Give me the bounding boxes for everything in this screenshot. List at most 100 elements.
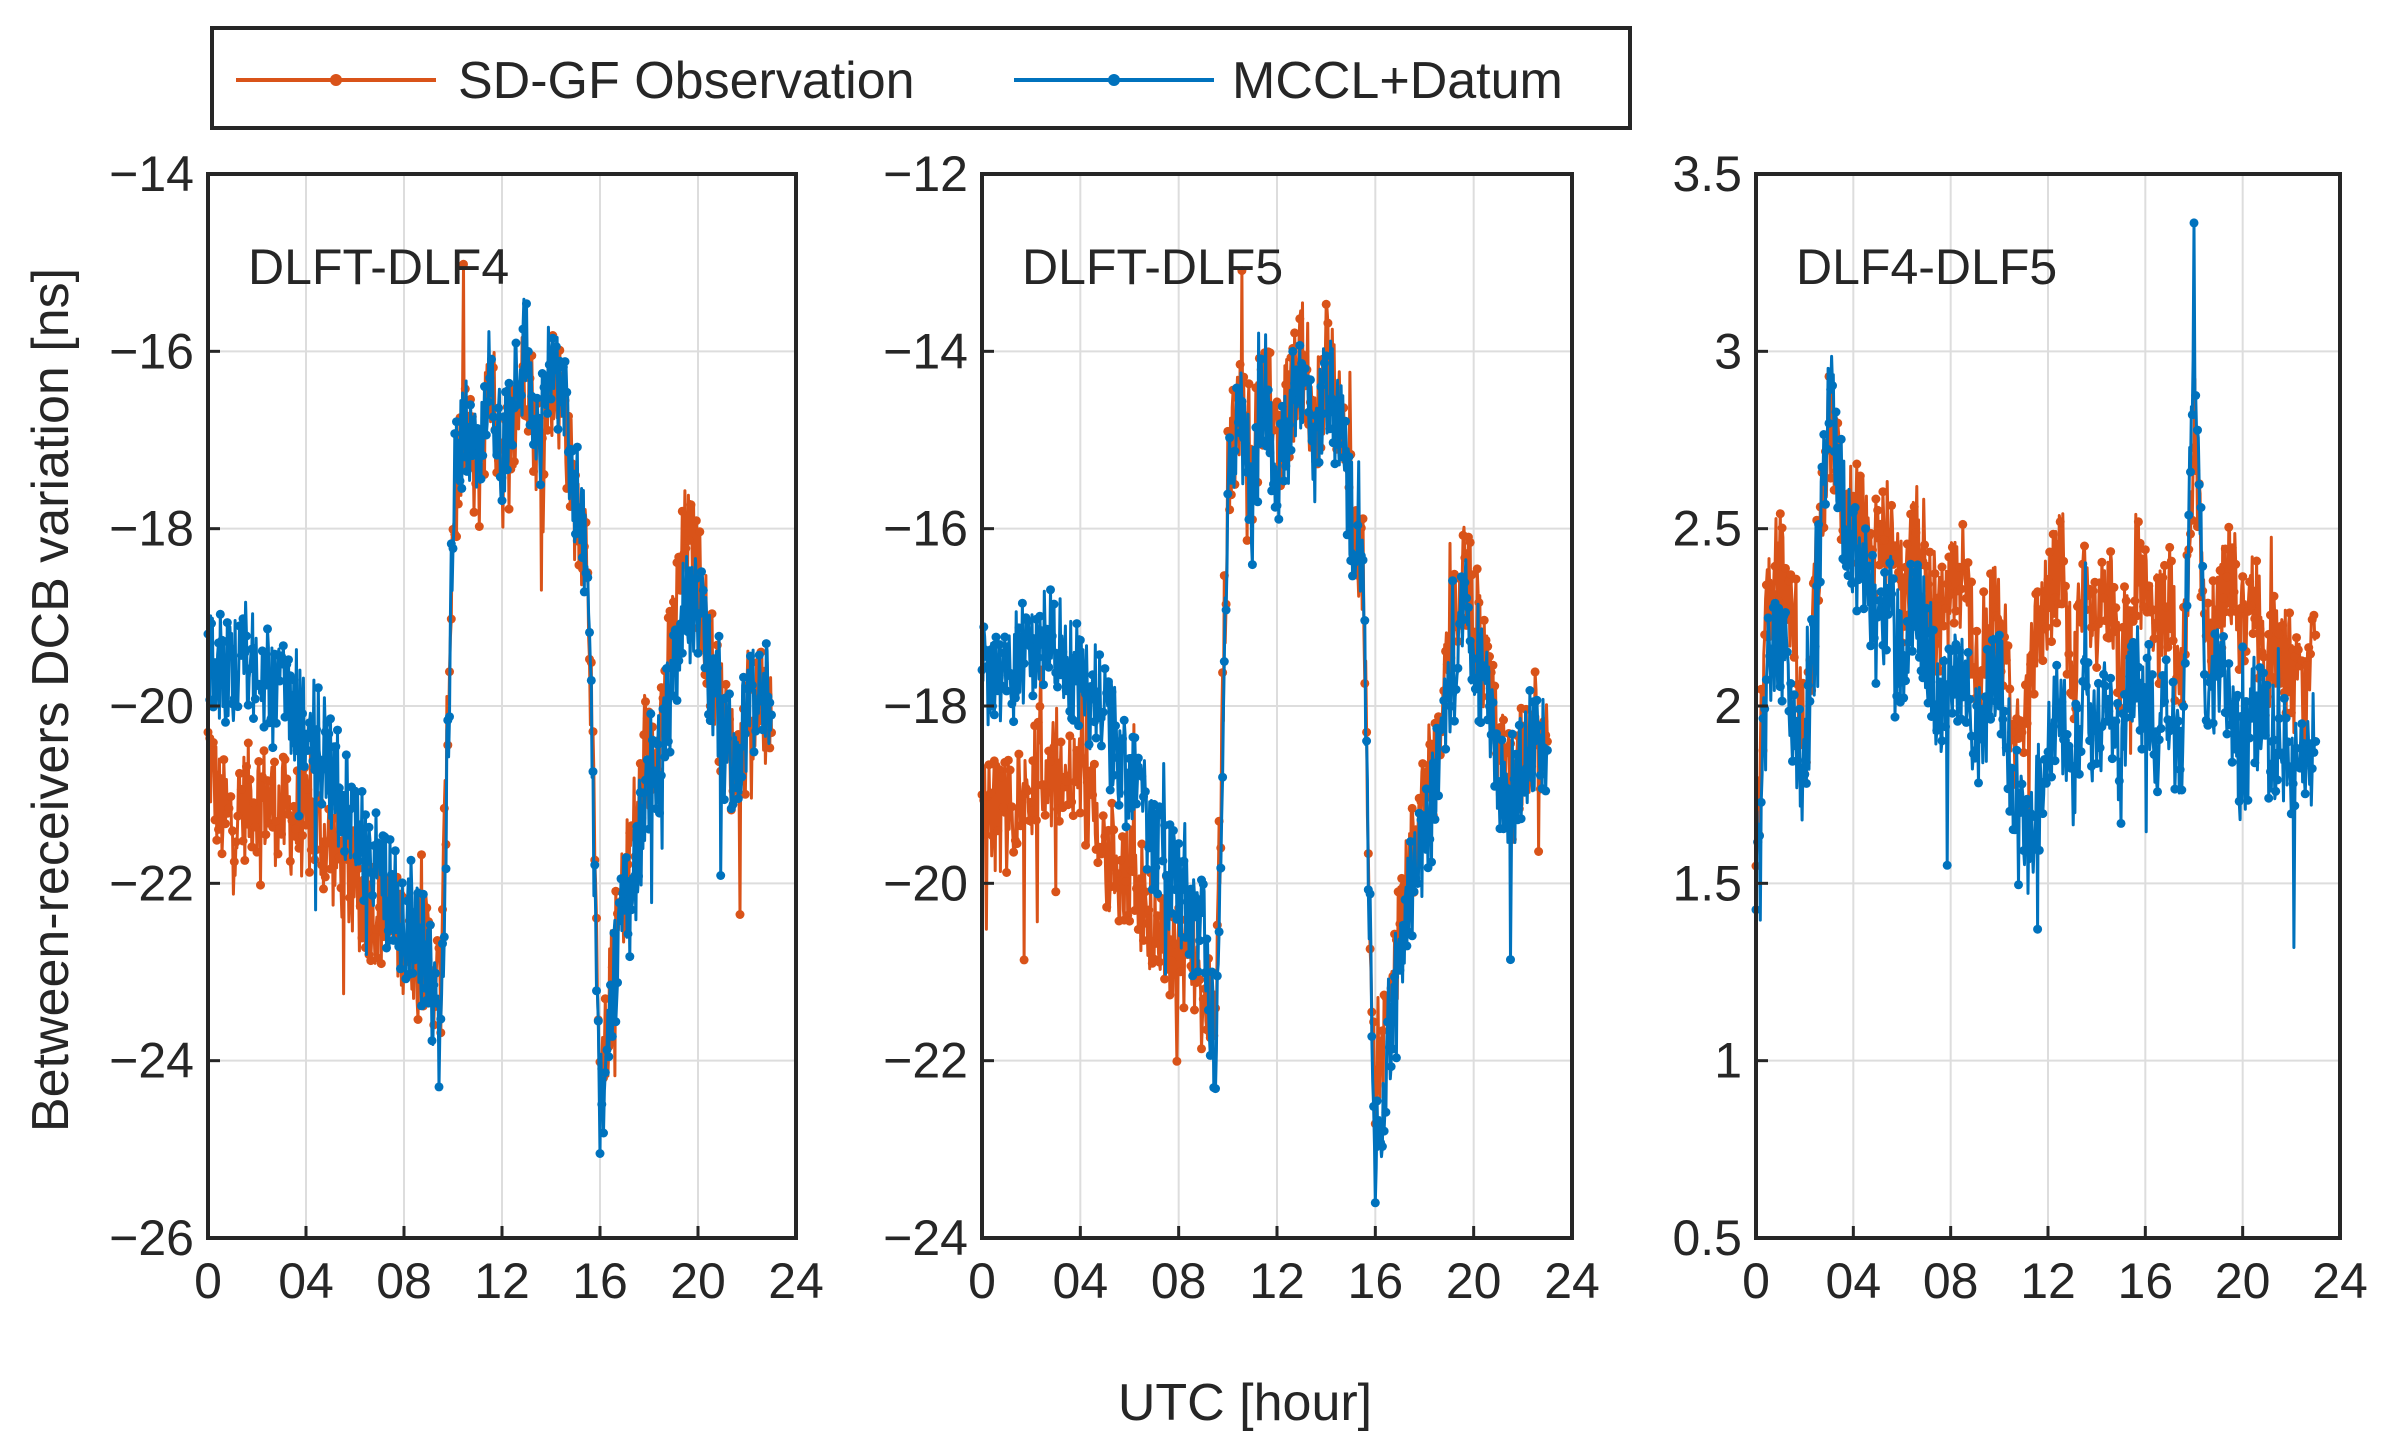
data-point — [1244, 514, 1254, 524]
data-point — [2147, 670, 2157, 680]
data-point — [2227, 543, 2237, 553]
data-point — [2106, 547, 2116, 557]
data-point — [1765, 651, 1775, 661]
data-point — [2286, 809, 2296, 819]
data-point — [740, 729, 750, 739]
data-point — [588, 767, 598, 777]
data-point — [390, 846, 400, 856]
data-point — [1049, 742, 1059, 752]
data-point — [219, 755, 229, 765]
data-point — [453, 438, 463, 448]
data-point — [2137, 554, 2147, 564]
data-point — [730, 770, 740, 780]
data-point — [2000, 706, 2009, 716]
data-point — [1434, 791, 1443, 801]
data-point — [1500, 822, 1510, 832]
data-point — [1824, 418, 1834, 428]
data-point — [2293, 645, 2303, 655]
data-point — [1914, 652, 1924, 662]
data-point — [2003, 784, 2013, 794]
data-point — [271, 718, 281, 728]
data-point — [765, 698, 775, 708]
data-point — [385, 835, 395, 845]
data-point — [2259, 668, 2268, 678]
data-point — [1815, 577, 1825, 587]
data-point — [331, 742, 341, 752]
data-point — [2111, 603, 2121, 613]
data-point — [224, 651, 234, 661]
data-point — [1961, 717, 1971, 727]
data-point — [1907, 646, 1917, 656]
data-point — [1019, 659, 1029, 668]
data-point — [1232, 383, 1242, 393]
data-point — [716, 871, 726, 880]
data-point — [1100, 664, 1110, 674]
data-point — [1535, 770, 1545, 780]
data-point — [214, 824, 223, 834]
data-point — [254, 757, 264, 766]
data-point — [249, 714, 258, 723]
data-point — [529, 440, 538, 449]
data-point — [1841, 561, 1851, 571]
x-tick-label: 08 — [1151, 1253, 1207, 1309]
data-point — [1972, 701, 1982, 711]
data-point — [1407, 803, 1417, 813]
data-point — [2132, 611, 2142, 621]
data-point — [1358, 555, 1368, 565]
data-point — [1105, 785, 1115, 795]
data-point — [2278, 748, 2288, 758]
data-point — [1244, 379, 1254, 389]
data-point — [2234, 796, 2244, 806]
data-point — [389, 935, 398, 945]
data-point — [1761, 675, 1771, 685]
data-point — [399, 939, 409, 949]
data-point — [2031, 812, 2041, 822]
data-point — [1996, 729, 2006, 739]
data-point — [2208, 576, 2218, 586]
data-point — [1451, 685, 1461, 694]
data-point — [375, 902, 384, 912]
data-point — [2102, 716, 2112, 726]
data-point — [2048, 529, 2058, 539]
data-point — [1140, 887, 1150, 897]
data-point — [662, 664, 671, 673]
data-point — [1887, 500, 1897, 510]
data-point — [406, 855, 416, 865]
data-point — [396, 964, 405, 974]
data-point — [1305, 375, 1315, 385]
data-point — [2085, 736, 2095, 746]
data-point — [2309, 747, 2319, 757]
data-point — [721, 679, 731, 689]
data-point — [2255, 624, 2265, 634]
data-point — [1372, 1081, 1382, 1091]
data-point — [343, 830, 353, 840]
x-tick-label: 16 — [1348, 1253, 1404, 1309]
data-point — [208, 738, 218, 747]
data-point — [2125, 606, 2135, 616]
data-point — [366, 956, 376, 966]
data-point — [1047, 631, 1057, 641]
data-point — [1421, 767, 1431, 777]
data-point — [310, 765, 320, 775]
data-point — [1068, 811, 1078, 821]
data-point — [452, 417, 461, 427]
data-point — [1330, 459, 1340, 469]
data-point — [1195, 975, 1205, 985]
data-point — [2241, 697, 2251, 706]
data-point — [480, 382, 489, 391]
data-point — [1791, 574, 1801, 584]
data-point — [2005, 684, 2015, 694]
data-point — [2144, 581, 2154, 591]
data-point — [1490, 681, 1500, 691]
data-point — [655, 808, 664, 818]
data-point — [1056, 737, 1066, 747]
data-point — [2196, 503, 2206, 512]
data-point — [2015, 808, 2025, 817]
data-point — [2125, 671, 2135, 681]
data-point — [222, 618, 232, 628]
data-point — [1012, 676, 1022, 685]
data-point — [1761, 580, 1771, 590]
legend-label-mccl: MCCL+Datum — [1232, 52, 1563, 110]
data-point — [600, 1068, 610, 1078]
x-tick-label: 16 — [2118, 1253, 2174, 1309]
